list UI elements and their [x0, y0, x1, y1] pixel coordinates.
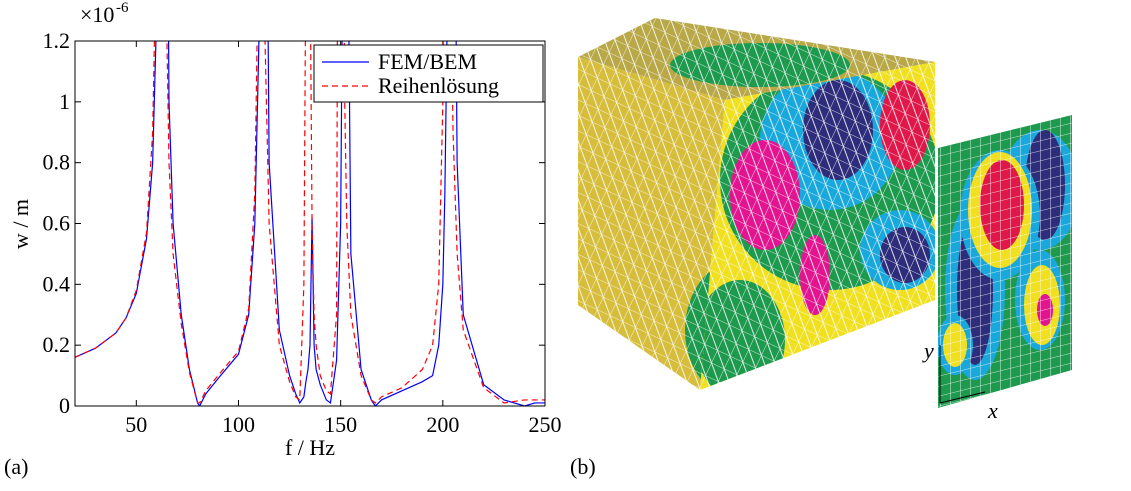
plate	[937, 115, 1080, 408]
panel-label: (a)	[4, 454, 28, 479]
axis-label-x: x	[987, 398, 998, 423]
y-tick-label: 0.4	[43, 271, 71, 296]
y-tick-label: 0	[59, 393, 70, 418]
panel-label: (b)	[570, 454, 596, 479]
x-tick-label: 150	[324, 412, 357, 437]
y-tick-label: 0.6	[43, 211, 71, 236]
x-tick-label: 100	[222, 412, 255, 437]
y-tick-label: 1	[59, 89, 70, 114]
y-tick-label: 0.2	[43, 332, 71, 357]
x-axis-title: f / Hz	[285, 435, 335, 460]
y-tick-label: 1.2	[43, 28, 71, 53]
axis-label-y: y	[922, 338, 934, 363]
x-tick-label: 200	[426, 412, 459, 437]
x-tick-label: 50	[125, 412, 147, 437]
y-axis-title: w / m	[8, 199, 33, 249]
legend-label: Reihenlösung	[378, 73, 499, 98]
y-tick-label: 0.8	[43, 150, 71, 175]
figure: y x (b) (a) ×10 -6 f / Hz w / m 50 100 150…	[0, 0, 1131, 491]
scale-factor: ×10	[80, 2, 114, 27]
x-tick-label: 250	[529, 412, 562, 437]
legend-label: FEM/BEM	[378, 49, 477, 74]
scale-exponent: -6	[116, 0, 129, 16]
cube	[578, 18, 940, 400]
